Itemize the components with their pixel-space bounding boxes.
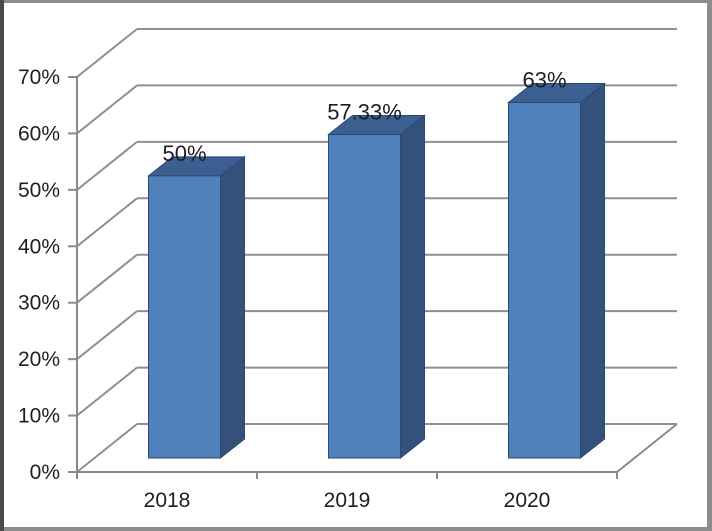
bar-front-face-2018	[148, 175, 221, 459]
y-tick-label: 50%	[18, 179, 60, 202]
bar-side-face-2020	[580, 82, 605, 460]
data-label-2018: 50%	[162, 141, 206, 166]
y-tick-label: 30%	[18, 292, 60, 315]
y-tick-label: 40%	[18, 235, 60, 258]
bar-side-face-2019	[400, 114, 425, 460]
frame-border-right	[707, 0, 712, 531]
floor-depth-edge	[616, 423, 678, 473]
gridline-wall-diagonal-60%	[76, 84, 138, 135]
x-category-label-2018: 2018	[144, 489, 191, 512]
gridline-wall-diagonal-70%	[76, 28, 138, 78]
bar-front-face-2019	[328, 133, 401, 459]
gridline-wall-diagonal-40%	[76, 197, 138, 248]
frame-border-bottom	[0, 527, 712, 531]
x-category-label-2019: 2019	[324, 489, 371, 512]
frame-border-left	[0, 0, 4, 531]
gridline-wall-diagonal-30%	[76, 253, 138, 304]
bar-side-face-2018	[220, 155, 245, 460]
x-category-label-2020: 2020	[504, 489, 551, 512]
data-label-2020: 63%	[522, 68, 566, 93]
gridline-wall-diagonal-50%	[76, 141, 138, 191]
y-tick-label: 70%	[18, 66, 60, 89]
y-tick-label: 60%	[18, 122, 60, 145]
y-tick-label: 10%	[18, 405, 60, 428]
gridline-wall-diagonal-0%	[76, 423, 138, 473]
bar-front-face-2020	[508, 102, 581, 459]
y-tick-label: 20%	[18, 348, 60, 371]
y-tick-label: 0%	[30, 461, 60, 484]
data-label-2019: 57.33%	[327, 99, 402, 124]
gridline-wall-diagonal-10%	[76, 366, 138, 417]
gridline-wall-diagonal-20%	[76, 310, 138, 360]
frame-border-top	[0, 0, 712, 3]
